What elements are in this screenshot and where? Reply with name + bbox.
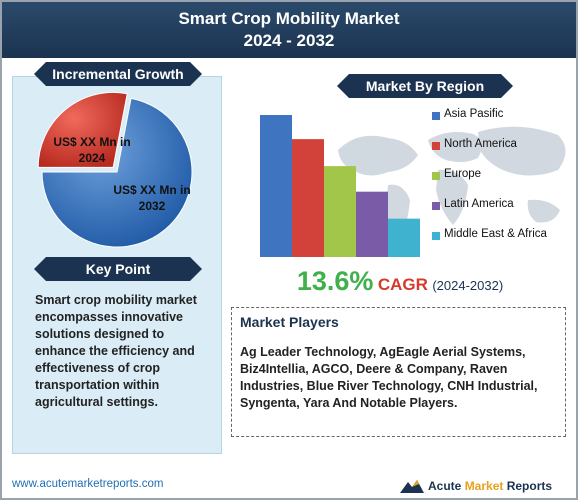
incremental-growth-pie: US$ XX Mn in 2024 US$ XX Mn in 2032 [12, 90, 222, 254]
logo-text: Acute Market Reports [428, 479, 552, 493]
legend-label: Latin America [444, 198, 514, 210]
page-title: Smart Crop Mobility Market 2024 - 2032 [2, 2, 576, 58]
title-line-1: Smart Crop Mobility Market [178, 9, 400, 28]
key-point-text: Smart crop mobility market encompasses i… [35, 293, 197, 409]
legend-label: North America [444, 138, 517, 150]
legend-swatch [432, 172, 440, 180]
legend-swatch [432, 142, 440, 150]
legend-swatch [432, 112, 440, 120]
acute-market-reports-logo: Acute Market Reports [400, 478, 570, 496]
logo-mountain-icon [400, 480, 424, 493]
cagr-value: 13.6% [296, 266, 374, 296]
pie-slice-0 [37, 91, 128, 168]
market-players-title: Market Players [240, 314, 339, 330]
cagr-callout: 13.6% CAGR (2024-2032) [232, 266, 568, 302]
legend-label: Europe [444, 168, 482, 180]
bar-latin-america [356, 191, 388, 257]
pie-label-2032: US$ XX Mn in 2032 [113, 183, 191, 213]
incremental-growth-ribbon: Incremental Growth [34, 62, 202, 86]
bar-north-america [292, 139, 324, 257]
pie-chart [37, 91, 193, 248]
legend-label: Asia Pasific [444, 108, 504, 120]
pie-label-2024: US$ XX Mn in 2024 [53, 135, 131, 165]
key-point-ribbon: Key Point [34, 257, 202, 281]
market-players-text: Ag Leader Technology, AgEagle Aerial Sys… [240, 345, 538, 410]
market-by-region-ribbon: Market By Region [337, 74, 513, 98]
market-players-box: Market Players Ag Leader Technology, AgE… [231, 307, 566, 437]
title-line-2: 2024 - 2032 [243, 31, 335, 50]
footer-url[interactable]: www.acutemarketreports.com [12, 478, 164, 490]
legend-label: Middle East & Africa [444, 228, 547, 240]
cagr-label: CAGR [377, 275, 428, 294]
region-bar-chart [260, 115, 420, 257]
bar-middle-east-africa [388, 218, 420, 257]
logo-word-market: Market [464, 479, 504, 493]
logo-word-reports: Reports [506, 479, 553, 493]
cagr-period: (2024-2032) [432, 278, 504, 293]
pie-slice-1 [41, 97, 193, 248]
bar-europe [324, 166, 356, 257]
logo-word-acute: Acute [428, 479, 462, 493]
legend-swatch [432, 202, 440, 210]
bar-asia-pasific [260, 115, 292, 257]
legend-swatch [432, 232, 440, 240]
